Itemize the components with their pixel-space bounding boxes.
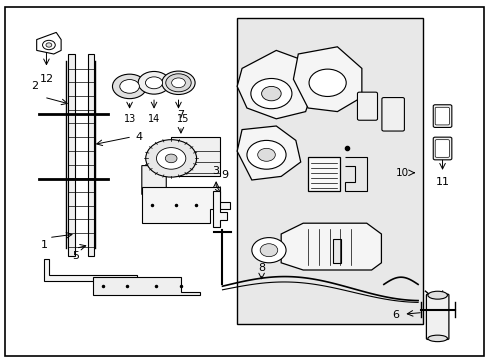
FancyBboxPatch shape [357, 92, 377, 120]
Circle shape [46, 43, 52, 47]
Circle shape [145, 140, 196, 177]
Text: 12: 12 [40, 74, 53, 84]
Polygon shape [237, 126, 300, 180]
Text: 2: 2 [31, 81, 38, 91]
Circle shape [246, 140, 285, 169]
Polygon shape [281, 223, 381, 270]
Ellipse shape [138, 72, 170, 94]
Ellipse shape [145, 77, 162, 89]
Ellipse shape [165, 74, 191, 92]
FancyBboxPatch shape [432, 137, 451, 160]
Ellipse shape [112, 74, 146, 99]
Circle shape [165, 154, 177, 163]
Bar [88, 54, 94, 256]
Text: 13: 13 [123, 114, 136, 124]
Text: 9: 9 [221, 170, 228, 180]
Circle shape [251, 238, 285, 263]
Text: 10: 10 [395, 168, 408, 178]
Polygon shape [93, 277, 200, 295]
Text: 4: 4 [136, 132, 142, 142]
Ellipse shape [427, 335, 447, 342]
Bar [171, 137, 220, 176]
Circle shape [257, 148, 275, 161]
FancyBboxPatch shape [381, 98, 404, 131]
Circle shape [42, 40, 55, 50]
Bar [237, 18, 422, 324]
Text: 3: 3 [212, 166, 219, 176]
Ellipse shape [120, 80, 139, 93]
Ellipse shape [427, 291, 447, 299]
Circle shape [260, 244, 277, 257]
Text: 15: 15 [177, 114, 189, 124]
FancyBboxPatch shape [426, 294, 448, 339]
Polygon shape [142, 166, 166, 194]
Ellipse shape [171, 78, 185, 88]
Circle shape [156, 148, 185, 169]
Text: 6: 6 [392, 310, 399, 320]
Polygon shape [142, 187, 229, 223]
FancyBboxPatch shape [434, 140, 448, 157]
Bar [332, 239, 341, 263]
Text: 7: 7 [177, 110, 184, 120]
Text: 8: 8 [258, 263, 264, 273]
Bar [68, 54, 75, 256]
FancyBboxPatch shape [432, 105, 451, 127]
Text: 14: 14 [147, 114, 160, 124]
Ellipse shape [162, 71, 195, 94]
Polygon shape [293, 47, 361, 112]
Polygon shape [212, 191, 227, 227]
Circle shape [261, 86, 281, 101]
FancyBboxPatch shape [434, 107, 448, 125]
Polygon shape [44, 259, 137, 281]
Polygon shape [237, 50, 315, 119]
Circle shape [308, 69, 346, 96]
Circle shape [250, 78, 291, 109]
Bar [307, 157, 339, 191]
Text: 1: 1 [41, 240, 47, 250]
Text: 11: 11 [435, 177, 448, 187]
Text: 5: 5 [72, 251, 79, 261]
